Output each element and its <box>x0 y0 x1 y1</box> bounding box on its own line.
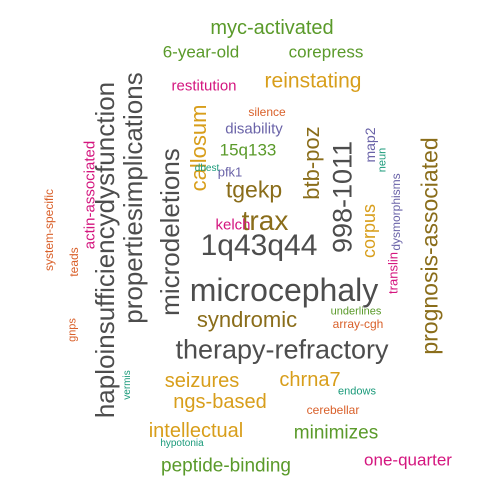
word-silence: silence <box>248 105 286 119</box>
word-underlines: underlines <box>330 305 382 318</box>
word-btb-poz: btb-poz <box>299 126 324 200</box>
word-translin: translin <box>385 252 401 294</box>
word-ngs-based: ngs-based <box>173 391 267 413</box>
word-seizures: seizures <box>164 370 240 392</box>
word-cerebellar: cerebellar <box>306 403 360 417</box>
word-callosum: callosum <box>186 104 211 192</box>
word-prognosis-associated: prognosis-associated <box>416 137 443 355</box>
word-reinstating: reinstating <box>264 69 362 93</box>
word-peptide-binding: peptide-binding <box>161 455 291 477</box>
word-dbest: dbest <box>194 163 220 174</box>
word-pfk1: pfk1 <box>217 164 243 180</box>
word-corpus: corpus <box>359 203 379 259</box>
word-haploinsufficiencydysfunction: haploinsufficiencydysfunction <box>90 81 120 419</box>
word-15q133: 15q133 <box>219 140 277 160</box>
word-trax: trax <box>241 205 289 236</box>
word-998-1011: 998-1011 <box>327 140 358 254</box>
word-array-cgh: array-cgh <box>332 317 384 331</box>
word-propertiesimplications: propertiesimplications <box>118 72 148 324</box>
word-teads: teads <box>67 247 81 277</box>
word-myc-activated: myc-activated <box>210 17 334 39</box>
word-tgekp: tgekp <box>225 176 283 203</box>
word-therapy-refractory: therapy-refractory <box>175 334 389 365</box>
word-microdeletions: microdeletions <box>155 148 185 316</box>
word-restitution: restitution <box>171 77 237 95</box>
word-endows: endows <box>338 385 376 398</box>
word-neun: neun <box>376 147 389 173</box>
word-map2: map2 <box>362 127 378 163</box>
word-vermis: vermis <box>122 370 133 400</box>
word-one-quarter: one-quarter <box>364 450 452 470</box>
word-dysmorphisms: dysmorphisms <box>389 173 403 251</box>
word-1q43q44: 1q43q44 <box>200 229 318 262</box>
word-microcephaly: microcephaly <box>189 272 379 308</box>
word-6-year-old: 6-year-old <box>162 42 240 62</box>
word-kelch: kelch <box>215 216 251 234</box>
word-syndromic: syndromic <box>196 307 298 332</box>
word-chrna7: chrna7 <box>279 369 341 391</box>
word-intellectual: intellectual <box>148 420 244 442</box>
word-system-specific: system-specific <box>42 188 56 272</box>
word-hypotonia: hypotonia <box>160 438 204 449</box>
word-actin-associated: actin-associated <box>81 140 99 250</box>
word-gnps: gnps <box>66 318 79 342</box>
word-disability: disability <box>225 120 283 138</box>
word-minimizes: minimizes <box>293 422 379 444</box>
word-corepress: corepress <box>288 42 364 62</box>
